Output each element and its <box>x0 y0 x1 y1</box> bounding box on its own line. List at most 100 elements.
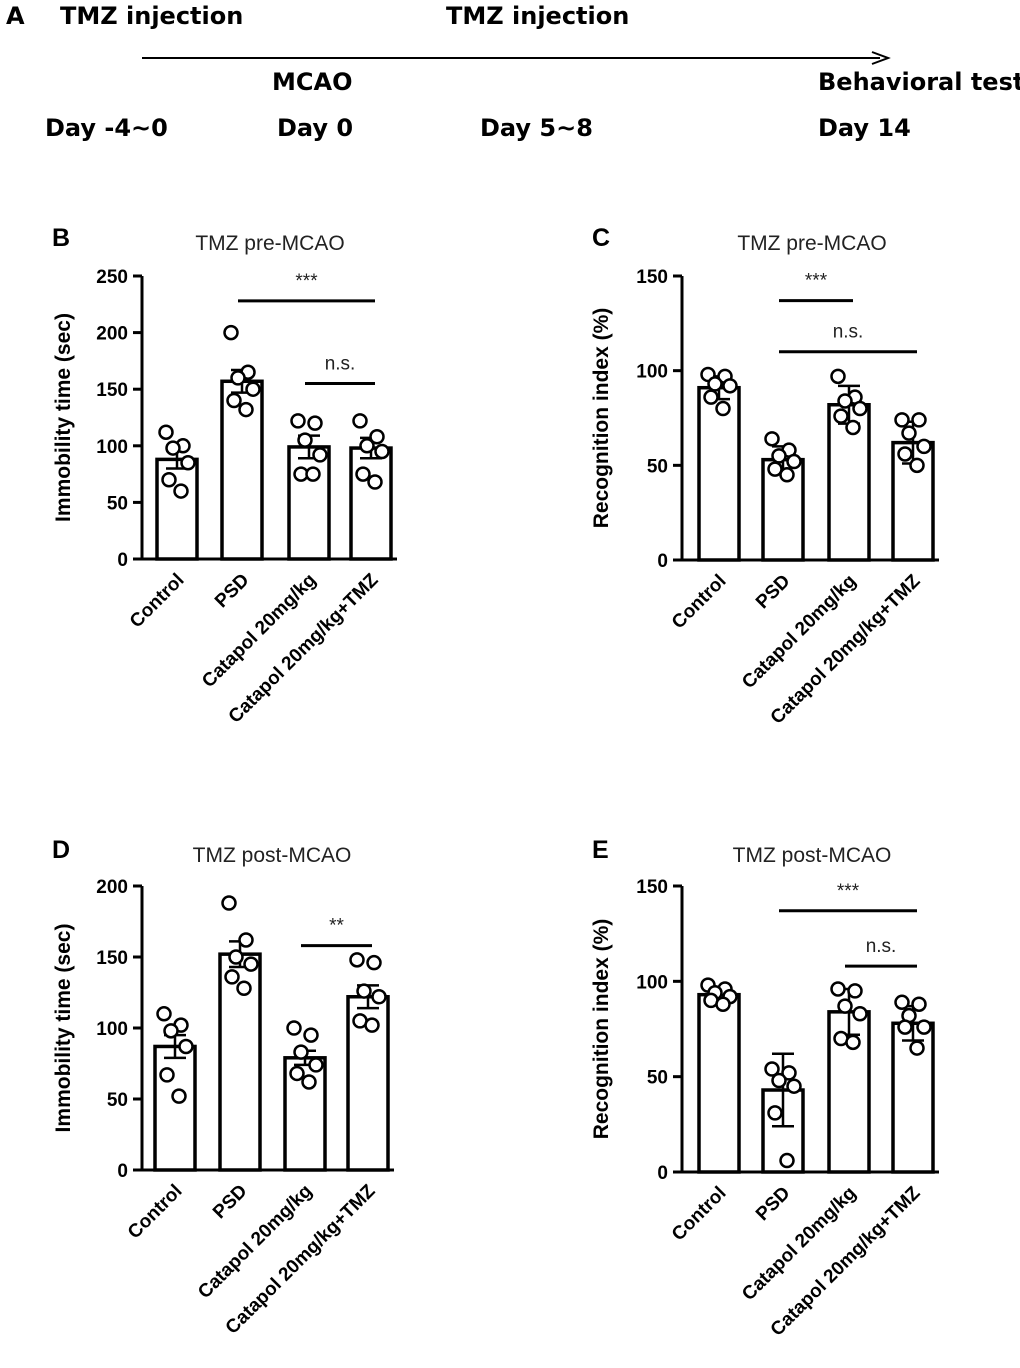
chart-d-y-tick-label: 50 <box>107 1090 128 1111</box>
chart-c-data-point <box>722 378 738 394</box>
chart-b-data-point <box>173 483 189 499</box>
chart-c-data-point <box>909 457 925 474</box>
chart-b-data-point <box>158 424 174 440</box>
chart-d-y-tick-label: 150 <box>96 948 128 969</box>
chart-e-data-point <box>715 996 731 1012</box>
chart-c-data-point <box>707 376 723 392</box>
chart-b-y-axis-label: Immobility time (sec) <box>52 313 75 522</box>
chart-e-data-point <box>779 1152 795 1169</box>
chart-c-y-tick-label: 100 <box>636 362 668 383</box>
chart-e-data-point <box>767 1105 783 1121</box>
chart-c-data-point <box>911 412 927 428</box>
chart-b-data-point <box>307 415 323 431</box>
tmz-injection-label-left: TMZ injection <box>60 2 244 30</box>
chart-e-y-tick-label: 50 <box>647 1068 668 1089</box>
chart-d-data-point <box>286 1020 302 1036</box>
mcao-label: MCAO <box>272 68 353 96</box>
chart-c-y-tick-label: 150 <box>636 267 668 288</box>
chart-c-data-point <box>916 438 932 455</box>
chart-e-bar <box>697 992 741 1174</box>
chart-c-data-point <box>837 393 853 409</box>
chart-e-data-point <box>786 1078 802 1094</box>
chart-c-data-point <box>897 446 913 462</box>
chart-d-data-point <box>236 980 252 996</box>
chart-c-significance-label: n.s. <box>833 322 864 343</box>
chart-b-data-point <box>355 466 371 482</box>
chart-d-significance-label: ** <box>329 916 344 937</box>
chart-d-y-axis-label: Immobility time (sec) <box>52 924 75 1133</box>
chart-c-data-point <box>833 408 849 424</box>
chart-b-y-tick-label: 150 <box>96 380 128 401</box>
chart-b-y-tick-label: 0 <box>117 550 128 571</box>
chart-e-category-label: Control <box>668 1183 731 1246</box>
chart-b-data-point <box>226 392 242 409</box>
chart-c-bar <box>891 440 935 562</box>
chart-c-data-point <box>852 400 868 417</box>
chart-c-bar <box>761 457 805 562</box>
chart-d-data-point <box>156 1006 172 1022</box>
chart-c-data-point <box>715 400 731 417</box>
chart-c-data-point <box>894 412 910 428</box>
chart-b-data-point <box>374 443 390 460</box>
chart-d-data-point <box>308 1057 324 1073</box>
timeline-arrowhead <box>871 51 891 65</box>
chart-d-data-point <box>159 1067 175 1083</box>
chart-e-panel-letter: E <box>592 836 609 864</box>
chart-d-data-point <box>224 969 240 985</box>
chart-c-data-point <box>786 453 802 470</box>
chart-b-data-point <box>165 440 181 456</box>
chart-e-data-point <box>847 983 863 999</box>
chart-c-title: TMZ pre-MCAO <box>737 232 886 255</box>
chart-b-bar <box>349 446 393 561</box>
chart-b-data-point <box>369 428 385 445</box>
chart-c-data-point <box>771 448 787 464</box>
chart-b-data-point <box>352 413 368 429</box>
chart-d-data-point <box>171 1088 187 1104</box>
chart-c-data-point <box>845 419 861 436</box>
day-label-4: Day 14 <box>818 114 911 142</box>
chart-d-y-tick-label: 100 <box>96 1019 128 1040</box>
chart-d-data-point <box>228 949 244 965</box>
chart-b-data-point <box>245 381 261 397</box>
behavioral-tests-label: Behavioral tests <box>818 68 1020 96</box>
chart-b-y-tick-label: 250 <box>96 267 128 288</box>
chart-d-data-point <box>301 1074 317 1090</box>
chart-e-data-point <box>894 994 910 1011</box>
chart-e-y-tick-label: 100 <box>636 972 668 993</box>
chart-d-y-tick-label: 200 <box>96 877 128 898</box>
chart-d-y-tick-label: 0 <box>117 1161 128 1182</box>
chart-d-data-point <box>221 895 237 911</box>
chart-d-data-point <box>356 983 372 999</box>
chart-b-y-tick-label: 200 <box>96 324 128 345</box>
chart-d-data-point <box>371 989 387 1005</box>
chart-c-data-point <box>703 389 719 405</box>
chart-d-data-point <box>303 1027 319 1043</box>
timeline-arrow <box>142 51 891 65</box>
chart-b-significance-label: *** <box>295 271 318 292</box>
chart-b-data-point <box>161 472 177 488</box>
day-label-2: Day 0 <box>277 114 354 142</box>
chart-e-data-point <box>911 996 927 1012</box>
chart-e-title: TMZ post-MCAO <box>733 844 892 867</box>
chart-b-data-point <box>238 401 254 418</box>
chart-c-significance-label: *** <box>805 271 828 292</box>
chart-c-data-point <box>830 368 846 385</box>
chart-d-data-point <box>293 1044 309 1060</box>
tmz-injection-label-mid: TMZ injection <box>446 2 630 30</box>
chart-c-panel-letter: C <box>592 224 610 252</box>
chart-d-data-point <box>238 932 254 948</box>
day-label-1: Day -4~0 <box>45 114 168 142</box>
chart-b-title: TMZ pre-MCAO <box>195 232 344 255</box>
chart-d-data-point <box>349 952 365 968</box>
chart-b-data-point <box>359 438 375 454</box>
chart-c-bar <box>697 385 741 562</box>
chart-c-data-point <box>767 461 783 477</box>
chart-b-y-tick-label: 50 <box>107 493 128 514</box>
chart-e-data-point <box>830 981 846 997</box>
chart-e-category-label: PSD <box>752 1183 794 1225</box>
chart-b-y-tick-label: 100 <box>96 437 128 458</box>
